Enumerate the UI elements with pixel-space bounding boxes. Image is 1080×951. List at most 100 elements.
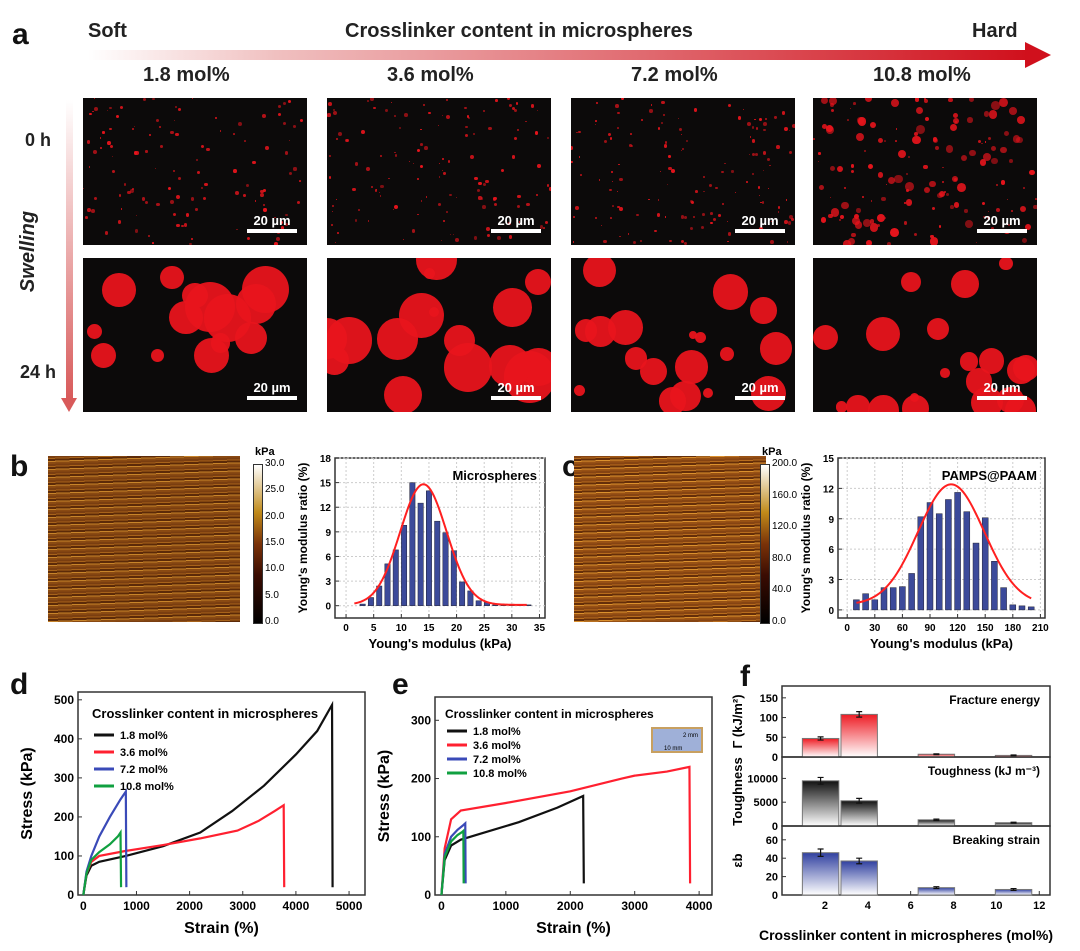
microsphere	[571, 160, 574, 164]
microsphere	[906, 172, 909, 176]
microsphere	[83, 188, 84, 190]
scale-bar-label: 20 µm	[253, 213, 291, 228]
micrograph-0h: 20 µm	[327, 98, 551, 245]
histogram-bar	[880, 587, 888, 611]
scale-bar: 20 µm	[491, 213, 541, 233]
microsphere	[665, 141, 668, 144]
microsphere	[988, 110, 998, 120]
microsphere	[751, 172, 754, 175]
microsphere	[506, 98, 510, 100]
microsphere	[905, 182, 914, 191]
microsphere	[703, 190, 705, 193]
microsphere	[984, 140, 987, 143]
microsphere	[851, 216, 861, 226]
x-tick-label: 3000	[229, 899, 256, 913]
microsphere	[110, 145, 114, 149]
histogram-bar	[871, 599, 879, 611]
microsphere	[159, 126, 162, 129]
microsphere	[299, 118, 303, 123]
microsphere	[464, 133, 469, 138]
swelling-arrow-head	[61, 398, 77, 412]
microsphere	[191, 98, 194, 100]
microsphere	[903, 202, 906, 205]
microsphere	[949, 205, 954, 209]
microsphere	[895, 128, 898, 130]
microsphere	[482, 110, 485, 113]
microsphere	[449, 233, 452, 235]
microsphere	[91, 209, 95, 213]
microsphere	[543, 227, 545, 229]
microsphere	[894, 174, 903, 184]
microsphere	[354, 162, 359, 166]
microsphere	[830, 108, 835, 113]
y-tick-label: 20	[766, 872, 778, 884]
microsphere	[102, 131, 105, 134]
y-axis-label: Stress (kPa)	[376, 750, 393, 843]
microsphere	[328, 176, 332, 179]
microsphere	[829, 102, 835, 107]
microsphere	[334, 241, 337, 244]
microsphere	[599, 179, 601, 181]
microsphere	[991, 226, 995, 230]
microsphere	[388, 177, 390, 180]
microsphere	[262, 203, 266, 207]
microsphere	[850, 164, 855, 168]
microsphere	[953, 117, 960, 124]
microsphere	[689, 226, 694, 231]
x-tick-label: 210	[1032, 623, 1049, 634]
scale-bar-label: 20 µm	[497, 380, 535, 395]
x-tick-label: 1000	[123, 899, 150, 913]
x-tick-label: 2	[822, 900, 828, 912]
microsphere	[618, 163, 620, 165]
error-bar	[856, 797, 863, 804]
microsphere	[776, 144, 780, 149]
microsphere	[897, 149, 906, 158]
microsphere	[987, 215, 990, 219]
microsphere	[617, 127, 619, 129]
microsphere	[978, 140, 982, 144]
microsphere	[545, 220, 549, 224]
microsphere	[658, 387, 687, 412]
colorbar-tick: 15.0	[265, 537, 285, 548]
x-tick-label: 3000	[621, 899, 648, 913]
microsphere	[403, 238, 405, 240]
microsphere	[852, 102, 856, 106]
microsphere	[263, 188, 267, 192]
microsphere	[509, 103, 513, 108]
microsphere	[721, 171, 724, 174]
microsphere	[428, 307, 440, 318]
y-tick-label: 0	[772, 752, 778, 764]
colorbar-tick: 200.0	[772, 458, 798, 469]
microsphere	[507, 221, 511, 225]
microsphere	[254, 200, 256, 202]
microsphere	[472, 132, 475, 135]
y-tick-label: 500	[54, 693, 74, 707]
microsphere	[443, 172, 446, 175]
microsphere	[576, 131, 578, 134]
microsphere	[694, 108, 698, 112]
inset-dim-label: 10 mm	[664, 746, 682, 752]
histogram-bar	[367, 597, 374, 606]
column-label: 1.8 mol%	[143, 64, 230, 86]
microsphere	[172, 212, 176, 216]
microsphere	[446, 114, 451, 119]
column-label: 10.8 mol%	[873, 64, 971, 86]
microsphere	[99, 147, 102, 150]
microsphere	[1024, 223, 1031, 230]
microsphere	[470, 155, 475, 160]
microsphere	[285, 214, 288, 217]
microsphere	[202, 196, 207, 201]
microsphere	[689, 330, 698, 339]
microsphere	[88, 166, 91, 168]
microsphere	[378, 191, 381, 194]
microsphere	[379, 184, 384, 189]
microsphere	[912, 135, 921, 145]
microsphere	[905, 199, 912, 206]
microsphere	[691, 201, 694, 204]
microsphere	[721, 202, 724, 206]
property-bar	[801, 737, 840, 758]
microsphere	[331, 210, 333, 212]
microsphere	[630, 133, 633, 135]
microsphere	[813, 138, 815, 140]
